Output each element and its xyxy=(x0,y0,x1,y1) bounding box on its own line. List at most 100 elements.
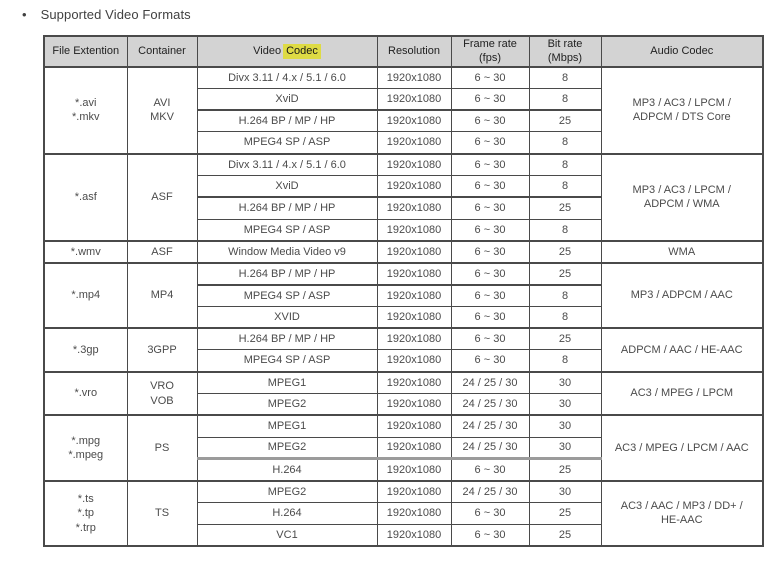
table-row: H.264 BP / MP / HP 1920x1080 6 ~ 30 25 xyxy=(44,196,763,220)
bit-rate-cell: 25 xyxy=(528,523,602,547)
video-codec-label: Video xyxy=(253,45,282,58)
frame-rate-unit: (fps) xyxy=(479,52,501,65)
video-codec-cell: MPEG2 xyxy=(196,393,378,416)
bit-rate-cell: 25 xyxy=(528,239,602,264)
column-header-audio-codec: Audio Codec xyxy=(600,35,764,68)
audio-codec-cell: AC3 / AAC / MP3 / DD+ / HE-AAC xyxy=(600,479,764,547)
video-codec-cell: H.264 BP / MP / HP xyxy=(196,196,378,220)
table-row: MPEG4 SP / ASP 1920x1080 6 ~ 30 8 xyxy=(44,283,763,307)
bit-rate-cell: 8 xyxy=(528,65,602,89)
bit-rate-cell: 8 xyxy=(528,349,602,373)
video-codec-cell: H.264 BP / MP / HP xyxy=(196,109,378,133)
table-body: *.avi *.mkv AVI MKV Divx 3.11 / 4.x / 5.1 / … xyxy=(43,65,764,547)
table-row: MPEG2 1920x1080 24 / 25 / 30 30 xyxy=(44,393,763,416)
container-cell: ASF xyxy=(126,239,198,264)
bit-rate-cell: 30 xyxy=(528,370,602,395)
column-header-file-extension: File Extention xyxy=(43,35,128,68)
table-row: *.ts *.tp *.trp TS MPEG2 1920x1080 24 / 25 / 3… xyxy=(43,479,764,547)
container-cell: AVI MKV xyxy=(126,65,198,155)
header-row: File Extention Container Video Codec Reso… xyxy=(43,35,764,68)
table-row: *.avi *.mkv AVI MKV Divx 3.11 / 4.x / 5.1 / … xyxy=(43,65,764,155)
table-row: *.mpg *.mpeg PS MPEG1 1920x1080 24 / 25 / 30 3… xyxy=(43,414,764,482)
bit-rate-cell: 25 xyxy=(528,261,602,286)
bullet-icon: • xyxy=(22,7,27,22)
bit-rate-cell: 8 xyxy=(528,218,602,242)
bit-rate-cell: 25 xyxy=(528,196,602,220)
table-row: MPEG4 SP / ASP 1920x1080 6 ~ 30 8 xyxy=(44,131,763,155)
bit-rate-cell: 25 xyxy=(528,457,602,482)
video-codec-highlight: Codec xyxy=(283,44,321,60)
bit-rate-label: Bit rate xyxy=(547,38,583,50)
resolution-cell: 1920x1080 xyxy=(376,218,452,242)
bit-rate-cell: 25 xyxy=(528,502,602,525)
frame-rate-cell: 6 ~ 30 xyxy=(450,65,530,89)
frame-rate-cell: 6 ~ 30 xyxy=(450,152,530,177)
page-title: Supported Video Formats xyxy=(40,7,191,22)
container-cell: TS xyxy=(126,479,198,547)
resolution-cell: 1920x1080 xyxy=(376,109,452,133)
frame-rate-cell: 6 ~ 30 xyxy=(450,218,530,242)
bit-rate-cell: 8 xyxy=(528,131,602,155)
resolution-cell: 1920x1080 xyxy=(376,261,452,286)
frame-rate-cell: 6 ~ 30 xyxy=(450,349,530,373)
table-row: *.asf ASF Divx 3.11 / 4.x / 5.1 / 6.0 1920x… xyxy=(43,152,764,242)
resolution-cell: 1920x1080 xyxy=(376,152,452,177)
audio-codec-cell: WMA xyxy=(600,239,764,264)
video-codec-cell: Divx 3.11 / 4.x / 5.1 / 6.0 xyxy=(196,152,378,177)
container-cell: VRO VOB xyxy=(126,370,198,416)
resolution-cell: 1920x1080 xyxy=(376,523,452,547)
bit-rate-cell: 30 xyxy=(528,436,602,460)
frame-rate-cell: 6 ~ 30 xyxy=(450,457,530,482)
frame-rate-cell: 24 / 25 / 30 xyxy=(450,436,530,460)
table-row: *.wmv ASF Window Media Video v9 1920x1080 6 … xyxy=(43,239,764,264)
video-codec-cell: H.264 BP / MP / HP xyxy=(196,261,378,286)
table-row: *.3gp 3GPP H.264 BP / MP / HP 1920x1080 6 ~ … xyxy=(43,327,764,373)
frame-rate-cell: 6 ~ 30 xyxy=(450,523,530,547)
video-formats-table: File Extention Container Video Codec Reso… xyxy=(43,35,764,548)
file-extension-cell: *.asf xyxy=(43,152,128,242)
video-codec-cell: MPEG4 SP / ASP xyxy=(196,131,378,155)
frame-rate-cell: 6 ~ 30 xyxy=(450,305,530,329)
resolution-cell: 1920x1080 xyxy=(376,327,452,351)
resolution-cell: 1920x1080 xyxy=(376,283,452,307)
bit-rate-cell: 8 xyxy=(528,87,602,111)
audio-codec-cell: MP3 / AC3 / LPCM / ADPCM / DTS Core xyxy=(600,65,764,155)
resolution-cell: 1920x1080 xyxy=(376,131,452,155)
video-codec-cell: H.264 xyxy=(196,457,378,482)
frame-rate-cell: 6 ~ 30 xyxy=(450,131,530,155)
frame-rate-cell: 6 ~ 30 xyxy=(450,502,530,525)
bit-rate-cell: 8 xyxy=(528,175,602,198)
frame-rate-cell: 24 / 25 / 30 xyxy=(450,393,530,416)
resolution-cell: 1920x1080 xyxy=(376,305,452,329)
frame-rate-cell: 24 / 25 / 30 xyxy=(450,479,530,504)
frame-rate-label: Frame rate xyxy=(463,38,517,50)
video-codec-cell: Window Media Video v9 xyxy=(196,239,378,264)
frame-rate-cell: 6 ~ 30 xyxy=(450,109,530,133)
column-header-container: Container xyxy=(126,35,198,68)
audio-codec-cell: AC3 / MPEG / LPCM xyxy=(600,370,764,416)
resolution-cell: 1920x1080 xyxy=(376,239,452,264)
bit-rate-cell: 8 xyxy=(528,305,602,329)
bit-rate-cell: 30 xyxy=(528,414,602,438)
resolution-cell: 1920x1080 xyxy=(376,175,452,198)
bit-rate-cell: 8 xyxy=(528,152,602,177)
column-header-frame-rate: Frame rate (fps) xyxy=(450,35,530,68)
resolution-cell: 1920x1080 xyxy=(376,479,452,504)
file-extension-cell: *.vro xyxy=(43,370,128,416)
file-extension-cell: *.mp4 xyxy=(43,261,128,329)
column-header-video-codec: Video Codec xyxy=(196,35,378,68)
video-codec-cell: MPEG4 SP / ASP xyxy=(196,283,378,307)
resolution-cell: 1920x1080 xyxy=(376,196,452,220)
frame-rate-cell: 6 ~ 30 xyxy=(450,239,530,264)
audio-codec-cell: ADPCM / AAC / HE-AAC xyxy=(600,327,764,373)
audio-codec-cell: MP3 / AC3 / LPCM / ADPCM / WMA xyxy=(600,152,764,242)
video-codec-cell: XviD xyxy=(196,87,378,111)
section-title: • Supported Video Formats xyxy=(22,7,191,22)
container-cell: PS xyxy=(126,414,198,482)
frame-rate-cell: 6 ~ 30 xyxy=(450,196,530,220)
video-codec-cell: VC1 xyxy=(196,523,378,547)
table-row: *.vro VRO VOB MPEG1 1920x1080 24 / 25 / 30 30 A… xyxy=(43,370,764,416)
container-cell: 3GPP xyxy=(126,327,198,373)
table-row: VC1 1920x1080 6 ~ 30 25 xyxy=(44,523,763,547)
resolution-cell: 1920x1080 xyxy=(376,502,452,525)
